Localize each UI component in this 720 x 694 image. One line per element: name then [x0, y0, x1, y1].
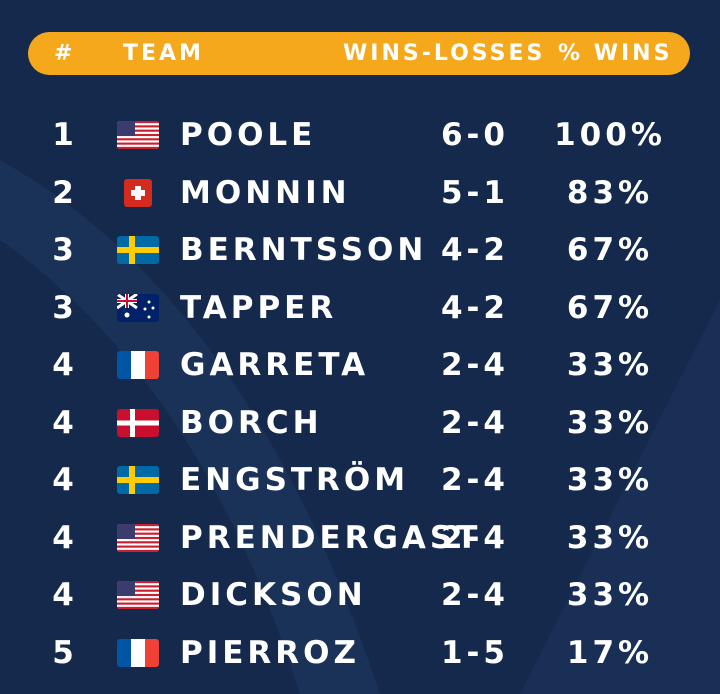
- flag: [117, 178, 159, 207]
- flag: [117, 351, 159, 379]
- flag: [117, 466, 159, 494]
- flag-icon: [117, 408, 159, 437]
- team-name: ENGSTRÖM: [180, 462, 410, 498]
- record: 2-4: [440, 519, 509, 556]
- flag-icon: [117, 638, 159, 667]
- rank: 5: [52, 634, 74, 671]
- background-shape: [520, 300, 720, 694]
- header-bar: # TEAM WINS-LOSSES % WINS: [28, 32, 690, 75]
- record: 1-5: [440, 634, 509, 671]
- flag-icon: [117, 178, 159, 207]
- background-swoosh: [0, 160, 380, 694]
- win-pct: 83%: [566, 174, 654, 211]
- header-rank: #: [54, 41, 76, 66]
- rank: 4: [52, 462, 74, 498]
- win-pct: 33%: [566, 347, 654, 383]
- win-pct: 67%: [566, 289, 654, 326]
- team-name: BORCH: [180, 404, 323, 441]
- team-name: POOLE: [180, 117, 317, 153]
- team-name: DICKSON: [180, 577, 367, 613]
- win-pct: 17%: [566, 634, 654, 671]
- record: 2-4: [440, 347, 509, 383]
- win-pct: 33%: [566, 577, 654, 613]
- flag-icon: [117, 236, 159, 264]
- flag: [117, 408, 159, 437]
- team-name: TAPPER: [180, 289, 338, 326]
- team-name: MONNIN: [180, 174, 351, 211]
- team-name: PIERROZ: [180, 634, 361, 671]
- flag: [117, 293, 159, 322]
- record: 6-0: [440, 117, 509, 153]
- win-pct: 100%: [554, 117, 666, 153]
- flag: [117, 638, 159, 667]
- record: 2-4: [440, 577, 509, 613]
- flag-icon: [117, 581, 159, 609]
- record: 4-2: [440, 289, 509, 326]
- win-pct: 33%: [566, 462, 654, 498]
- header-pct: % WINS: [558, 41, 673, 66]
- team-name: BERNTSSON: [180, 232, 428, 268]
- header-record: WINS-LOSSES: [343, 41, 546, 66]
- rank: 3: [52, 289, 74, 326]
- record: 4-2: [440, 232, 509, 268]
- rank: 3: [52, 232, 74, 268]
- rank: 4: [52, 404, 74, 441]
- record: 5-1: [440, 174, 509, 211]
- win-pct: 33%: [566, 519, 654, 556]
- rank: 1: [52, 117, 74, 153]
- record: 2-4: [440, 404, 509, 441]
- win-pct: 67%: [566, 232, 654, 268]
- flag: [117, 523, 159, 552]
- team-name: GARRETA: [180, 347, 370, 383]
- team-name: PRENDERGAST: [180, 519, 482, 556]
- rank: 4: [52, 519, 74, 556]
- rank: 4: [52, 347, 74, 383]
- flag: [117, 581, 159, 609]
- header-team: TEAM: [123, 41, 204, 66]
- flag-icon: [117, 466, 159, 494]
- rank: 2: [52, 174, 74, 211]
- flag-icon: [117, 523, 159, 552]
- flag: [117, 236, 159, 264]
- flag: [117, 121, 159, 149]
- record: 2-4: [440, 462, 509, 498]
- flag-icon: [117, 293, 159, 322]
- rank: 4: [52, 577, 74, 613]
- flag-icon: [117, 121, 159, 149]
- flag-icon: [117, 351, 159, 379]
- win-pct: 33%: [566, 404, 654, 441]
